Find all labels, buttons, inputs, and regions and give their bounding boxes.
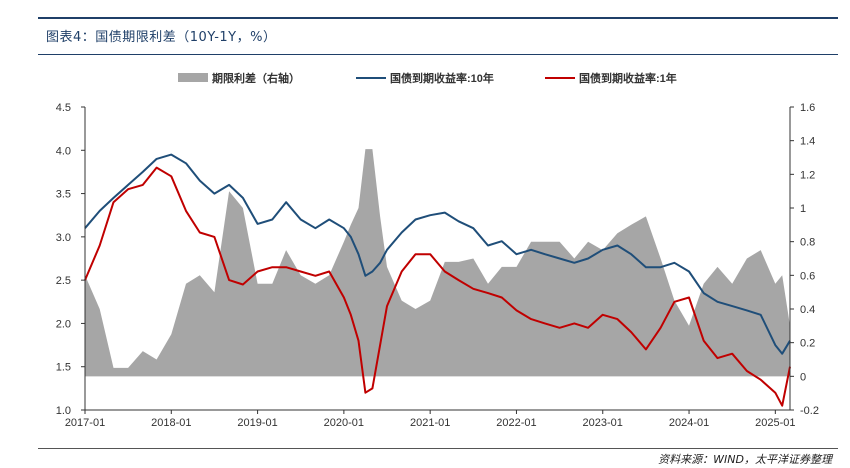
left-tick-label: 3.0 <box>56 232 71 244</box>
right-tick-label: -0.2 <box>800 405 819 417</box>
x-tick-label: 2019-01 <box>237 417 277 429</box>
x-tick-label: 2017-01 <box>65 417 105 429</box>
left-tick-label: 1.5 <box>56 362 71 374</box>
right-tick-label: 0.6 <box>800 270 815 282</box>
legend-label: 国债到期收益率:10年 <box>390 71 494 85</box>
right-tick-label: 0.4 <box>800 304 815 316</box>
x-tick-label: 2024-01 <box>669 417 709 429</box>
right-tick-label: 0 <box>800 371 806 383</box>
legend: 期限利差（右轴） 国债到期收益率:10年 国债到期收益率:1年 <box>178 71 677 85</box>
right-tick-label: 1 <box>800 203 806 215</box>
x-tick-label: 2022-01 <box>496 417 536 429</box>
yield-1y-line <box>84 166 791 407</box>
left-tick-label: 1.0 <box>56 405 71 417</box>
spread-area <box>85 149 790 377</box>
yield-10y-line <box>84 153 791 355</box>
right-tick-label: 0.2 <box>800 338 815 350</box>
axes-layer: 1.0 1.5 2.0 2.5 3.0 3.5 4.0 4.5 -0.2 0 0.2 0.4 0.6 0.… <box>56 102 819 429</box>
x-tick-label: 2023-01 <box>583 417 623 429</box>
right-tick-label: 1.4 <box>800 136 815 148</box>
header-separator <box>38 54 838 55</box>
header-top-rule <box>38 17 838 19</box>
left-tick-label: 4.0 <box>56 145 71 157</box>
legend-label: 国债到期收益率:1年 <box>579 71 677 85</box>
chart-title: 图表4：国债期限利差（10Y-1Y，%） <box>46 30 277 45</box>
footer-rule <box>38 448 838 449</box>
yield-lines-layer <box>84 153 791 407</box>
right-tick-label: 1.2 <box>800 169 815 181</box>
spread-area-layer <box>85 149 790 377</box>
source-note: 资料来源：WIND，太平洋证券整理 <box>658 453 832 466</box>
right-tick-label: 0.8 <box>800 237 815 249</box>
x-tick-label: 2021-01 <box>410 417 450 429</box>
left-tick-label: 2.0 <box>56 318 71 330</box>
left-tick-label: 2.5 <box>56 275 71 287</box>
legend-label: 期限利差（右轴） <box>212 71 300 85</box>
x-tick-label: 2025-01 <box>755 417 795 429</box>
right-tick-label: 1.6 <box>800 102 815 114</box>
x-tick-label: 2018-01 <box>151 417 191 429</box>
x-tick-label: 2020-01 <box>324 417 364 429</box>
legend-swatch-spread <box>178 73 208 82</box>
left-tick-label: 3.5 <box>56 189 71 201</box>
left-tick-label: 4.5 <box>56 102 71 114</box>
